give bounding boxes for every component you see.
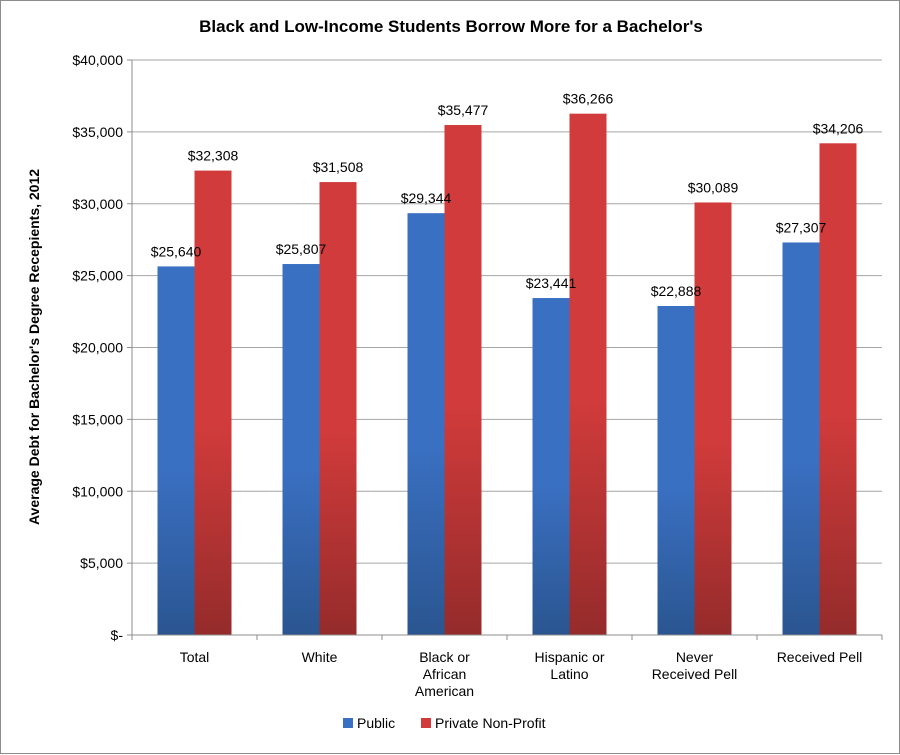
y-tick-label: $30,000 [72, 196, 123, 212]
public-bar [782, 242, 820, 636]
y-tick-label: $- [111, 627, 124, 643]
public-data-label: $23,441 [526, 275, 577, 291]
private-non-profit-data-label: $35,477 [438, 102, 489, 118]
private-non-profit-bar [569, 113, 607, 635]
public-data-label: $25,640 [151, 243, 202, 259]
public-bar [157, 266, 195, 635]
y-tick-label: $35,000 [72, 124, 123, 140]
legend-swatch [421, 718, 431, 728]
public-data-label: $22,888 [651, 283, 702, 299]
private-non-profit-data-label: $32,308 [188, 148, 239, 164]
x-category-label: Hispanic or Latino [534, 649, 604, 682]
legend: Public Private Non-Profit [343, 715, 546, 731]
legend-swatch [343, 718, 353, 728]
private-non-profit-data-label: $30,089 [688, 179, 739, 195]
x-category-label: Received Pell [777, 649, 863, 665]
x-axis [131, 60, 883, 640]
public-bar [282, 264, 320, 635]
y-axis-label: Average Debt for Bachelor's Degree Recep… [26, 169, 42, 525]
y-tick-label: $20,000 [72, 340, 123, 356]
public-bar [532, 298, 570, 635]
y-axis-ticks: $- $5,000 $10,000 $15,000 $20,000 $25,000 $30,… [72, 52, 132, 643]
private-non-profit-bar [694, 202, 732, 635]
x-category-label: Total [180, 649, 210, 665]
private-non-profit-data-label: $31,508 [313, 159, 364, 175]
y-tick-label: $10,000 [72, 483, 123, 499]
private-non-profit-bar [194, 170, 232, 635]
y-tick-label: $15,000 [72, 411, 123, 427]
public-data-label: $29,344 [401, 190, 452, 206]
public-bar [407, 213, 445, 635]
legend-label: Public [357, 715, 395, 731]
bars [157, 113, 857, 636]
chart-title: Black and Low-Income Students Borrow Mor… [199, 17, 703, 36]
public-data-label: $25,807 [276, 241, 327, 257]
private-non-profit-data-label: $34,206 [813, 120, 864, 136]
x-category-label: Black or African American [415, 649, 474, 699]
legend-label: Private Non-Profit [435, 715, 546, 731]
private-non-profit-bar [444, 125, 482, 635]
y-tick-label: $25,000 [72, 268, 123, 284]
x-axis-category-labels: Total White Black or African American Hispani… [180, 649, 863, 699]
private-non-profit-bar [319, 182, 357, 635]
x-category-label: White [302, 649, 338, 665]
private-non-profit-bar [819, 143, 857, 635]
public-data-label: $27,307 [776, 219, 827, 235]
x-category-label: Never Received Pell [652, 649, 738, 682]
public-bar [657, 305, 695, 635]
private-non-profit-data-label: $36,266 [563, 91, 614, 107]
data-labels: $25,640 $32,308 $25,807 $31,508 $29,344 $35,4… [151, 91, 864, 299]
y-tick-label: $40,000 [72, 52, 123, 68]
y-tick-label: $5,000 [80, 555, 123, 571]
gridlines [132, 59, 882, 564]
